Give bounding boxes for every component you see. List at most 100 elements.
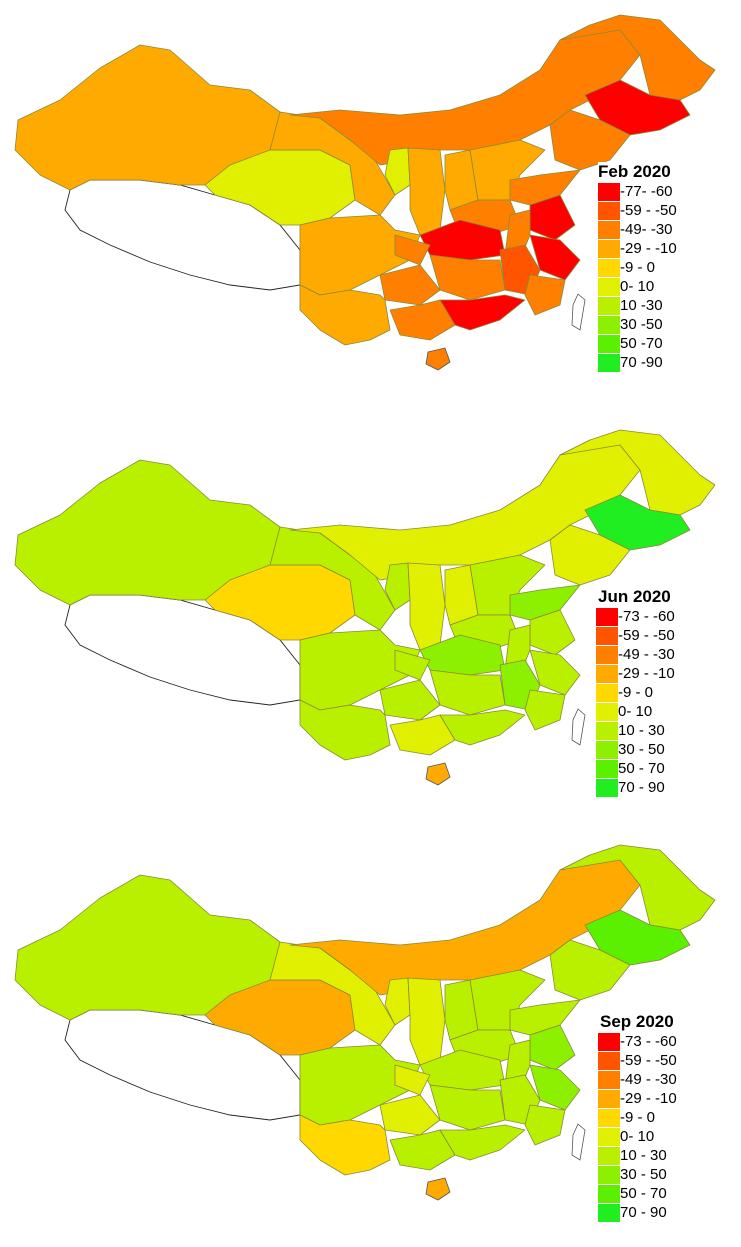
legend-swatch — [596, 626, 618, 645]
legend-swatch — [598, 1051, 620, 1070]
legend-item: -59 - -50 — [596, 626, 675, 645]
legend-label: -29 - -10 — [620, 239, 677, 257]
legend-swatch — [598, 353, 620, 372]
region-heilongjiang — [559, 14, 716, 101]
legend-swatch — [598, 315, 620, 334]
legend-item: -9 - 0 — [598, 1108, 677, 1127]
legend-label: 30 - 50 — [620, 1165, 667, 1183]
region-hunan — [429, 669, 506, 716]
legend-item: 50 -70 — [598, 334, 677, 353]
legend-item: -59 - -50 — [598, 201, 677, 220]
legend-items: -73 - -60 -59 - -50 -49 - -30 -29 - -10 -9 -… — [596, 607, 675, 797]
legend-item: 0- 10 — [596, 702, 675, 721]
legend-label: -77- -60 — [620, 182, 673, 200]
region-guangdong — [439, 294, 526, 331]
legend-swatch — [596, 664, 618, 683]
legend-label: 10 - 30 — [618, 721, 665, 739]
region-taiwan — [571, 293, 586, 331]
legend-label: 70 - 90 — [618, 778, 665, 796]
legend-item: 10 - 30 — [596, 721, 675, 740]
legend-item: 10 - 30 — [598, 1146, 677, 1165]
region-taiwan — [571, 1123, 586, 1161]
legend-label: 50 -70 — [620, 334, 663, 352]
region-sichuan — [299, 629, 421, 711]
legend-swatch — [598, 258, 620, 277]
legend-item: 30 - 50 — [598, 1165, 677, 1184]
legend-item: -9 - 0 — [598, 258, 677, 277]
legend-item: 50 - 70 — [596, 759, 675, 778]
legend-label: -29 - -10 — [620, 1089, 677, 1107]
legend-label: -29 - -10 — [618, 664, 675, 682]
china-choropleth-map — [14, 429, 716, 786]
region-hainan — [425, 762, 451, 786]
region-shaanxi — [407, 147, 446, 236]
legend-item: 70 -90 — [598, 353, 677, 372]
region-guangdong — [439, 709, 526, 746]
legend-swatch — [598, 201, 620, 220]
region-zhejiang — [529, 649, 581, 696]
legend-title: Jun 2020 — [598, 587, 671, 606]
legend-swatch — [598, 1203, 620, 1222]
legend-swatch — [598, 1070, 620, 1089]
legend-item: 0- 10 — [598, 1127, 677, 1146]
legend-label: -73 - -60 — [620, 1032, 677, 1050]
legend-item: 70 - 90 — [596, 778, 675, 797]
region-fujian — [524, 274, 566, 316]
region-liaoning — [549, 524, 631, 586]
legend-label: -49- -30 — [620, 220, 673, 238]
region-heilongjiang — [559, 429, 716, 516]
legend-swatch — [598, 220, 620, 239]
legend-label: -9 - 0 — [620, 258, 656, 276]
legend-label: -9 - 0 — [618, 683, 654, 701]
legend-swatch — [598, 1184, 620, 1203]
legend-item: -49 - -30 — [596, 645, 675, 664]
legend-swatch — [598, 1146, 620, 1165]
region-qinghai — [204, 564, 356, 641]
legend-item: -9 - 0 — [596, 683, 675, 702]
legend-swatch — [598, 1108, 620, 1127]
region-liaoning — [549, 109, 631, 171]
region-yunnan — [299, 1114, 391, 1176]
legend-item: -73 - -60 — [596, 607, 675, 626]
region-ningxia — [384, 147, 411, 196]
region-sichuan — [299, 214, 421, 296]
legend-swatch — [596, 645, 618, 664]
legend-item: 0- 10 — [598, 277, 677, 296]
legend-label: 30 -50 — [620, 315, 663, 333]
legend-label: 50 - 70 — [620, 1184, 667, 1202]
map-panel-sep-2020: Sep 2020 -73 - -60 -59 - -50 -49 - -30 -29 … — [0, 830, 741, 1245]
legend-swatch — [596, 607, 618, 626]
legend-item: -29 - -10 — [598, 1089, 677, 1108]
region-zhejiang — [529, 1064, 581, 1111]
legend-swatch — [598, 334, 620, 353]
legend-label: 10 - 30 — [620, 1146, 667, 1164]
legend-item: -49- -30 — [598, 220, 677, 239]
legend-label: 70 -90 — [620, 353, 663, 371]
legend-item: -29 - -10 — [596, 664, 675, 683]
region-hainan — [425, 1177, 451, 1201]
map-panel-feb-2020: Feb 2020 -77- -60 -59 - -50 -49- -30 -29 - … — [0, 0, 741, 415]
region-ningxia — [384, 977, 411, 1026]
region-fujian — [524, 689, 566, 731]
legend-label: -49 - -30 — [620, 1070, 677, 1088]
legend-swatch — [596, 759, 618, 778]
region-sichuan — [299, 1044, 421, 1126]
legend-swatch — [596, 778, 618, 797]
region-yunnan — [299, 699, 391, 761]
legend: Feb 2020 -77- -60 -59 - -50 -49- -30 -29 - … — [598, 162, 677, 372]
legend-swatch — [598, 1032, 620, 1051]
legend-items: -73 - -60 -59 - -50 -49 - -30 -29 - -10 -9 -… — [598, 1032, 677, 1222]
legend-items: -77- -60 -59 - -50 -49- -30 -29 - -10 -9 - 0… — [598, 182, 677, 372]
legend-item: -73 - -60 — [598, 1032, 677, 1051]
china-choropleth-map — [14, 844, 716, 1201]
legend-label: 0- 10 — [620, 1127, 655, 1145]
region-shaanxi — [407, 977, 446, 1066]
region-hunan — [429, 1084, 506, 1131]
region-yunnan — [299, 284, 391, 346]
legend-label: -9 - 0 — [620, 1108, 656, 1126]
legend-label: 30 - 50 — [618, 740, 665, 758]
legend-swatch — [596, 740, 618, 759]
legend-item: 50 - 70 — [598, 1184, 677, 1203]
region-qinghai — [204, 149, 356, 226]
legend-item: 30 - 50 — [596, 740, 675, 759]
